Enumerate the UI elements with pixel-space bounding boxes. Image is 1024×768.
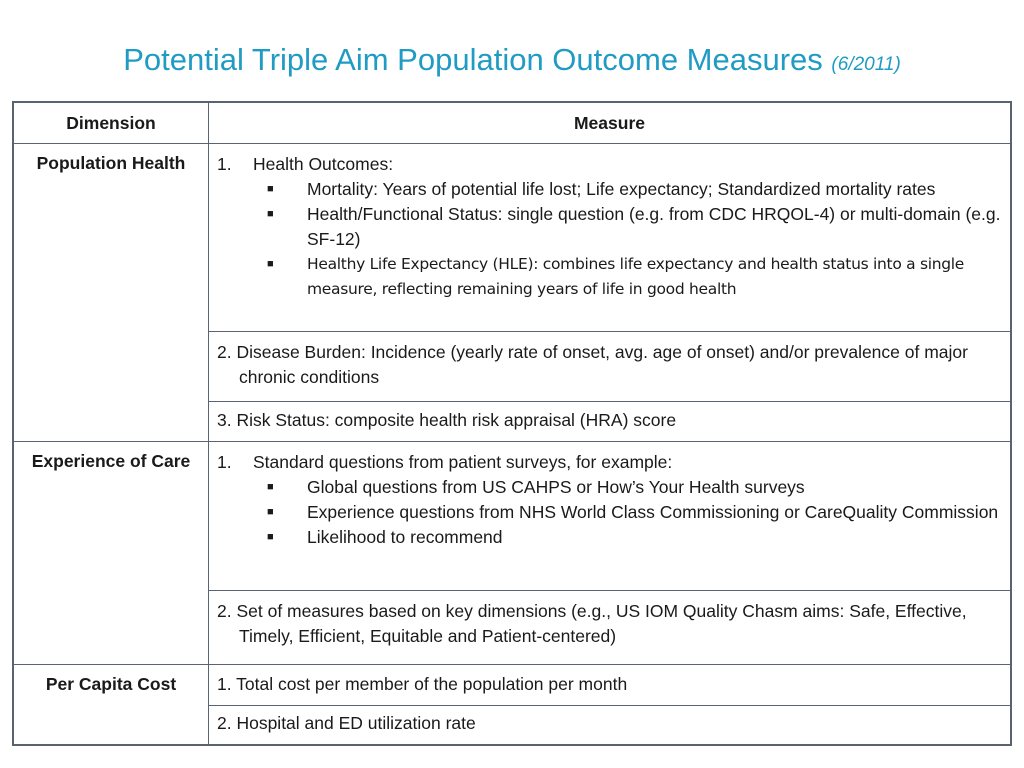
measures-table: Dimension Measure Population Health 1. H…	[12, 101, 1012, 746]
list-item-text: Likelihood to recommend	[307, 527, 503, 547]
title-date: (6/2011)	[831, 54, 901, 75]
item-text: 2. Set of measures based on key dimensio…	[217, 601, 967, 646]
dimension-per-capita-cost: Per Capita Cost	[12, 664, 209, 746]
bullet-icon: ■	[267, 208, 274, 220]
table-row: Per Capita Cost 1. Total cost per member…	[12, 664, 1012, 746]
dimension-population-health: Population Health	[12, 143, 209, 442]
header-dimension: Dimension	[12, 101, 209, 144]
table-row: 2. Set of measures based on key dimensio…	[13, 590, 1012, 665]
bullet-list: ■ Global questions from US CAHPS or How’…	[217, 475, 1004, 550]
bullet-icon: ■	[267, 258, 274, 270]
title-main: Potential Triple Aim Population Outcome …	[123, 42, 823, 77]
table-row: Population Health 1. Health Outcomes: ■ …	[12, 143, 1012, 442]
list-item-text: Experience questions from NHS World Clas…	[307, 502, 999, 522]
measure-cell: 3. Risk Status: composite health risk ap…	[208, 401, 1012, 442]
table-row: 3. Risk Status: composite health risk ap…	[13, 401, 1012, 442]
item-number: 1.	[217, 154, 232, 174]
table-row: 2. Hospital and ED utilization rate	[13, 705, 1012, 746]
dimension-experience-of-care: Experience of Care	[12, 441, 209, 665]
item-text: Health Outcomes:	[253, 154, 394, 174]
measure-cell: 1. Standard questions from patient surve…	[208, 441, 1012, 591]
measure-cell: 2. Hospital and ED utilization rate	[208, 705, 1012, 746]
list-item: ■ Healthy Life Expectancy (HLE): combine…	[217, 252, 1004, 302]
list-item: ■ Likelihood to recommend	[217, 525, 1004, 550]
measure-cell: 1. Total cost per member of the populati…	[208, 664, 1012, 706]
item-text: 3. Risk Status: composite health risk ap…	[217, 410, 677, 430]
item-text: 2. Hospital and ED utilization rate	[217, 713, 476, 733]
bullet-icon: ■	[267, 531, 274, 543]
numbered-item: 1. Standard questions from patient surve…	[217, 450, 1004, 475]
list-item-text: Global questions from US CAHPS or How’s …	[307, 477, 805, 497]
measure-cell: 1. Health Outcomes: ■ Mortality: Years o…	[208, 143, 1012, 332]
measure-cell: 2. Set of measures based on key dimensio…	[208, 590, 1012, 665]
list-item-text: Mortality: Years of potential life lost;…	[307, 179, 936, 199]
bullet-icon: ■	[267, 183, 274, 195]
item-text: 2. Disease Burden: Incidence (yearly rat…	[217, 342, 968, 387]
list-item: ■ Global questions from US CAHPS or How’…	[217, 475, 1004, 500]
item-text: Standard questions from patient surveys,…	[253, 452, 673, 472]
list-item: ■ Experience questions from NHS World Cl…	[217, 500, 1004, 525]
bullet-icon: ■	[267, 506, 274, 518]
list-item-text: Health/Functional Status: single questio…	[307, 204, 1001, 249]
header-row: Dimension Measure	[12, 101, 1012, 144]
table-row: Experience of Care 1. Standard questions…	[12, 441, 1012, 665]
item-number: 1.	[217, 452, 232, 472]
table-row: 2. Disease Burden: Incidence (yearly rat…	[13, 331, 1012, 402]
slide-title: Potential Triple Aim Population Outcome …	[0, 40, 1024, 85]
header-measure: Measure	[208, 101, 1012, 144]
list-item-text: Healthy Life Expectancy (HLE): combines …	[307, 255, 965, 298]
list-item: ■ Health/Functional Status: single quest…	[217, 202, 1004, 252]
bullet-icon: ■	[267, 481, 274, 493]
numbered-item: 1. Health Outcomes:	[217, 152, 1004, 177]
list-item: ■ Mortality: Years of potential life los…	[217, 177, 1004, 202]
item-text: 1. Total cost per member of the populati…	[217, 674, 628, 694]
measure-cell: 2. Disease Burden: Incidence (yearly rat…	[208, 331, 1012, 402]
bullet-list: ■ Mortality: Years of potential life los…	[217, 177, 1004, 302]
